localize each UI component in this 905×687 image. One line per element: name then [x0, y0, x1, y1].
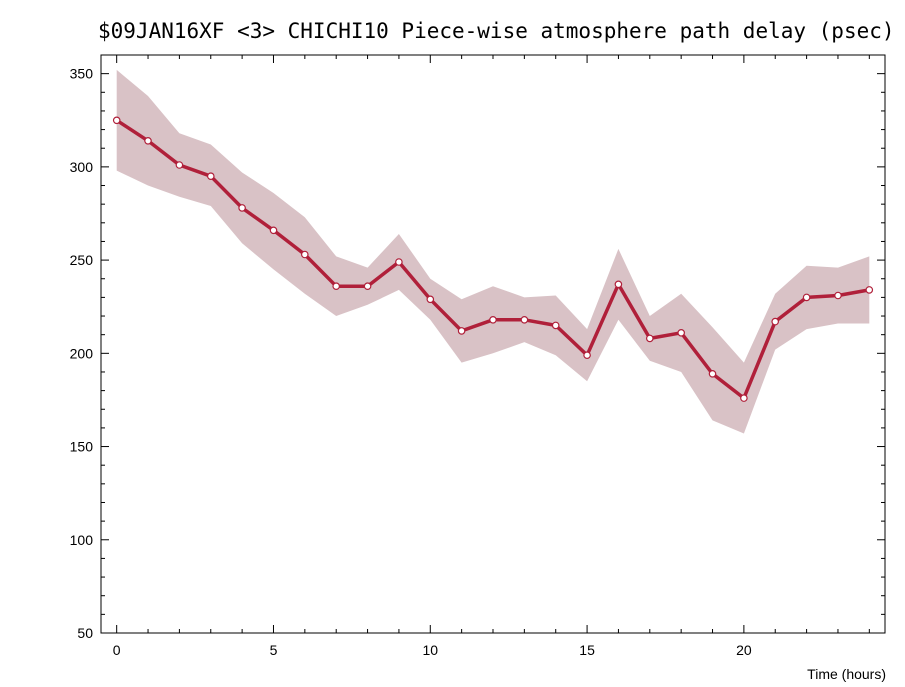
y-tick-label: 250: [70, 252, 94, 268]
data-point: [457, 327, 466, 335]
uncertainty-band: [116, 69, 870, 434]
y-tick-label: 300: [70, 159, 94, 175]
data-point: [677, 328, 686, 337]
y-tick-label: 150: [70, 439, 94, 455]
y-tick-label: 200: [70, 345, 94, 361]
x-tick-label: 5: [270, 642, 278, 658]
axis-tick-layer: [101, 54, 885, 634]
data-point: [207, 172, 215, 181]
data-point: [112, 116, 121, 125]
y-tick-label: 100: [70, 532, 94, 548]
y-tick-label: 350: [70, 66, 94, 82]
data-point: [771, 317, 780, 326]
data-point: [332, 282, 341, 291]
data-point: [300, 250, 309, 259]
data-point: [802, 293, 811, 302]
y-tick-label: 50: [77, 625, 93, 641]
data-point: [865, 286, 874, 294]
chart-title: $09JAN16XF <3> CHICHI10 Piece-wise atmos…: [98, 19, 895, 43]
axis-tick-label-layer: 0 5 10 15 20 50 100 150 200 250 300 350: [70, 66, 752, 658]
data-point: [238, 204, 246, 212]
data-point: [175, 161, 184, 169]
x-tick-label: 15: [579, 642, 595, 658]
data-point: [834, 291, 842, 300]
data-marker-layer: [112, 116, 874, 402]
data-point: [740, 394, 748, 402]
data-point: [426, 295, 435, 304]
data-point: [363, 282, 372, 291]
data-point: [395, 258, 403, 266]
data-point: [645, 334, 654, 343]
x-tick-label: 10: [422, 642, 438, 658]
x-tick-label: 20: [736, 642, 752, 658]
uncertainty-band-layer: [116, 69, 870, 434]
data-point: [551, 321, 560, 330]
data-point: [520, 315, 529, 324]
data-point: [708, 369, 717, 378]
x-tick-label: 0: [113, 642, 121, 658]
data-point: [614, 280, 623, 289]
data-point: [269, 226, 278, 235]
data-point: [583, 351, 591, 360]
data-point: [489, 315, 497, 324]
data-point: [144, 137, 152, 145]
x-axis-label: Time (hours): [807, 666, 886, 682]
